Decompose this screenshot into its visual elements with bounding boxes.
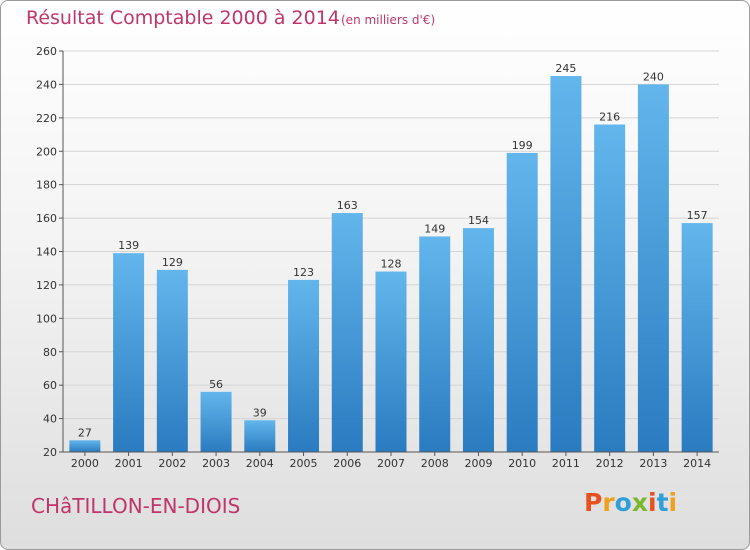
bar-2012 (594, 124, 626, 453)
bar-2013 (637, 84, 669, 453)
logo-letter: P (584, 488, 603, 517)
logo-letter: r (602, 488, 615, 517)
x-tick-label: 2002 (158, 457, 186, 470)
bar-2010 (506, 152, 538, 452)
y-tick-label: 20 (43, 446, 57, 459)
x-tick-label: 2005 (290, 457, 318, 470)
value-label: 39 (253, 406, 267, 419)
x-tick-label: 2009 (464, 457, 492, 470)
value-label: 157 (687, 209, 708, 222)
bar-2001 (113, 253, 145, 452)
bar-2000 (69, 440, 101, 452)
y-tick-label: 60 (43, 379, 57, 392)
bar-2009 (462, 228, 494, 452)
x-tick-label: 2006 (333, 457, 361, 470)
bar-2003 (200, 391, 232, 452)
x-tick-label: 2012 (596, 457, 624, 470)
bar-2006 (331, 213, 363, 452)
y-tick-label: 200 (36, 145, 57, 158)
chart-title: Résultat Comptable 2000 à 2014 (26, 7, 340, 29)
value-label: 149 (424, 222, 445, 235)
value-label: 129 (162, 256, 183, 269)
value-label: 123 (293, 266, 314, 279)
value-label: 154 (468, 214, 489, 227)
value-label: 163 (337, 199, 358, 212)
x-tick-label: 2010 (508, 457, 536, 470)
y-tick-label: 220 (36, 112, 57, 125)
value-label: 27 (78, 426, 92, 439)
x-tick-label: 2003 (202, 457, 230, 470)
value-label: 216 (599, 111, 620, 124)
x-tick-label: 2007 (377, 457, 405, 470)
logo-letter: i (668, 488, 678, 517)
y-tick-label: 120 (36, 279, 57, 292)
x-tick-label: 2000 (71, 457, 99, 470)
logo-letter: o (614, 488, 632, 517)
value-label: 245 (555, 62, 576, 75)
value-label: 139 (118, 239, 139, 252)
bar-2011 (550, 76, 582, 452)
bar-2007 (375, 271, 407, 452)
x-tick-label: 2004 (246, 457, 274, 470)
bars (69, 76, 713, 453)
y-tick-label: 100 (36, 312, 57, 325)
y-tick-label: 140 (36, 246, 57, 259)
proxiti-logo: Proxiti (584, 488, 677, 517)
y-tick-label: 40 (43, 413, 57, 426)
x-tick-label: 2011 (552, 457, 580, 470)
logo-letter: i (648, 488, 657, 517)
bar-2004 (244, 420, 276, 452)
bar-2005 (288, 279, 320, 452)
axes: 20 40 60 80 100 120 140 160 180 200 220 240 260 27 200… (36, 45, 719, 470)
bar-2002 (156, 269, 188, 452)
y-tick-label: 240 (36, 78, 57, 91)
x-tick-label: 2001 (115, 457, 143, 470)
chart-unit: (en milliers d'€) (341, 13, 436, 27)
logo-letter: t (656, 488, 669, 517)
y-tick-label: 180 (36, 179, 57, 192)
bar-2014 (681, 223, 713, 452)
value-label: 128 (381, 258, 402, 271)
x-tick-label: 2008 (421, 457, 449, 470)
logo-letter: x (631, 488, 648, 517)
x-tick-label: 2013 (639, 457, 667, 470)
y-tick-label: 80 (43, 346, 57, 359)
bar-2008 (419, 236, 451, 452)
value-label: 56 (209, 378, 223, 391)
x-tick-label: 2014 (683, 457, 711, 470)
y-tick-label: 260 (36, 45, 57, 58)
commune-name: CHâTILLON-EN-DIOIS (31, 494, 241, 518)
value-label: 199 (512, 139, 533, 152)
value-label: 240 (643, 70, 664, 83)
y-tick-label: 160 (36, 212, 57, 225)
